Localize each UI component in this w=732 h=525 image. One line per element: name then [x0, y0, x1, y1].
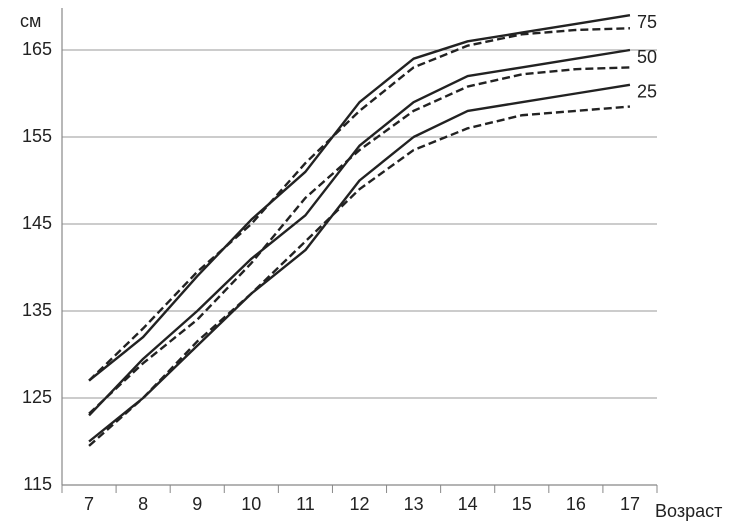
x-axis-label: Возраст: [655, 501, 722, 521]
series-line: [88, 83, 631, 443]
x-tick-label: 16: [566, 494, 586, 514]
x-tick-label: 7: [84, 494, 94, 514]
x-tick-label: 12: [349, 494, 369, 514]
x-tick-label: 13: [404, 494, 424, 514]
series-line: [88, 66, 630, 415]
y-tick-label: 145: [22, 213, 52, 233]
y-tick-label: 125: [22, 387, 52, 407]
y-tick-label: 165: [22, 39, 52, 59]
series-label: 50: [637, 47, 657, 67]
x-tick-label: 17: [620, 494, 640, 514]
y-axis-label: см: [20, 11, 41, 31]
x-tick-label: 14: [458, 494, 478, 514]
y-tick-label: 155: [22, 126, 52, 146]
x-tick-label: 15: [512, 494, 532, 514]
series-line: [88, 105, 631, 447]
x-tick-label: 10: [241, 494, 261, 514]
series-label: 75: [637, 12, 657, 32]
series-label: 25: [637, 82, 657, 102]
x-tick-label: 8: [138, 494, 148, 514]
x-tick-label: 11: [296, 494, 315, 514]
y-tick-label: 115: [23, 474, 52, 494]
y-tick-label: 135: [22, 300, 52, 320]
series-line: [88, 48, 631, 417]
series-line: [88, 14, 631, 382]
series-line: [88, 27, 630, 382]
x-tick-label: 9: [192, 494, 202, 514]
